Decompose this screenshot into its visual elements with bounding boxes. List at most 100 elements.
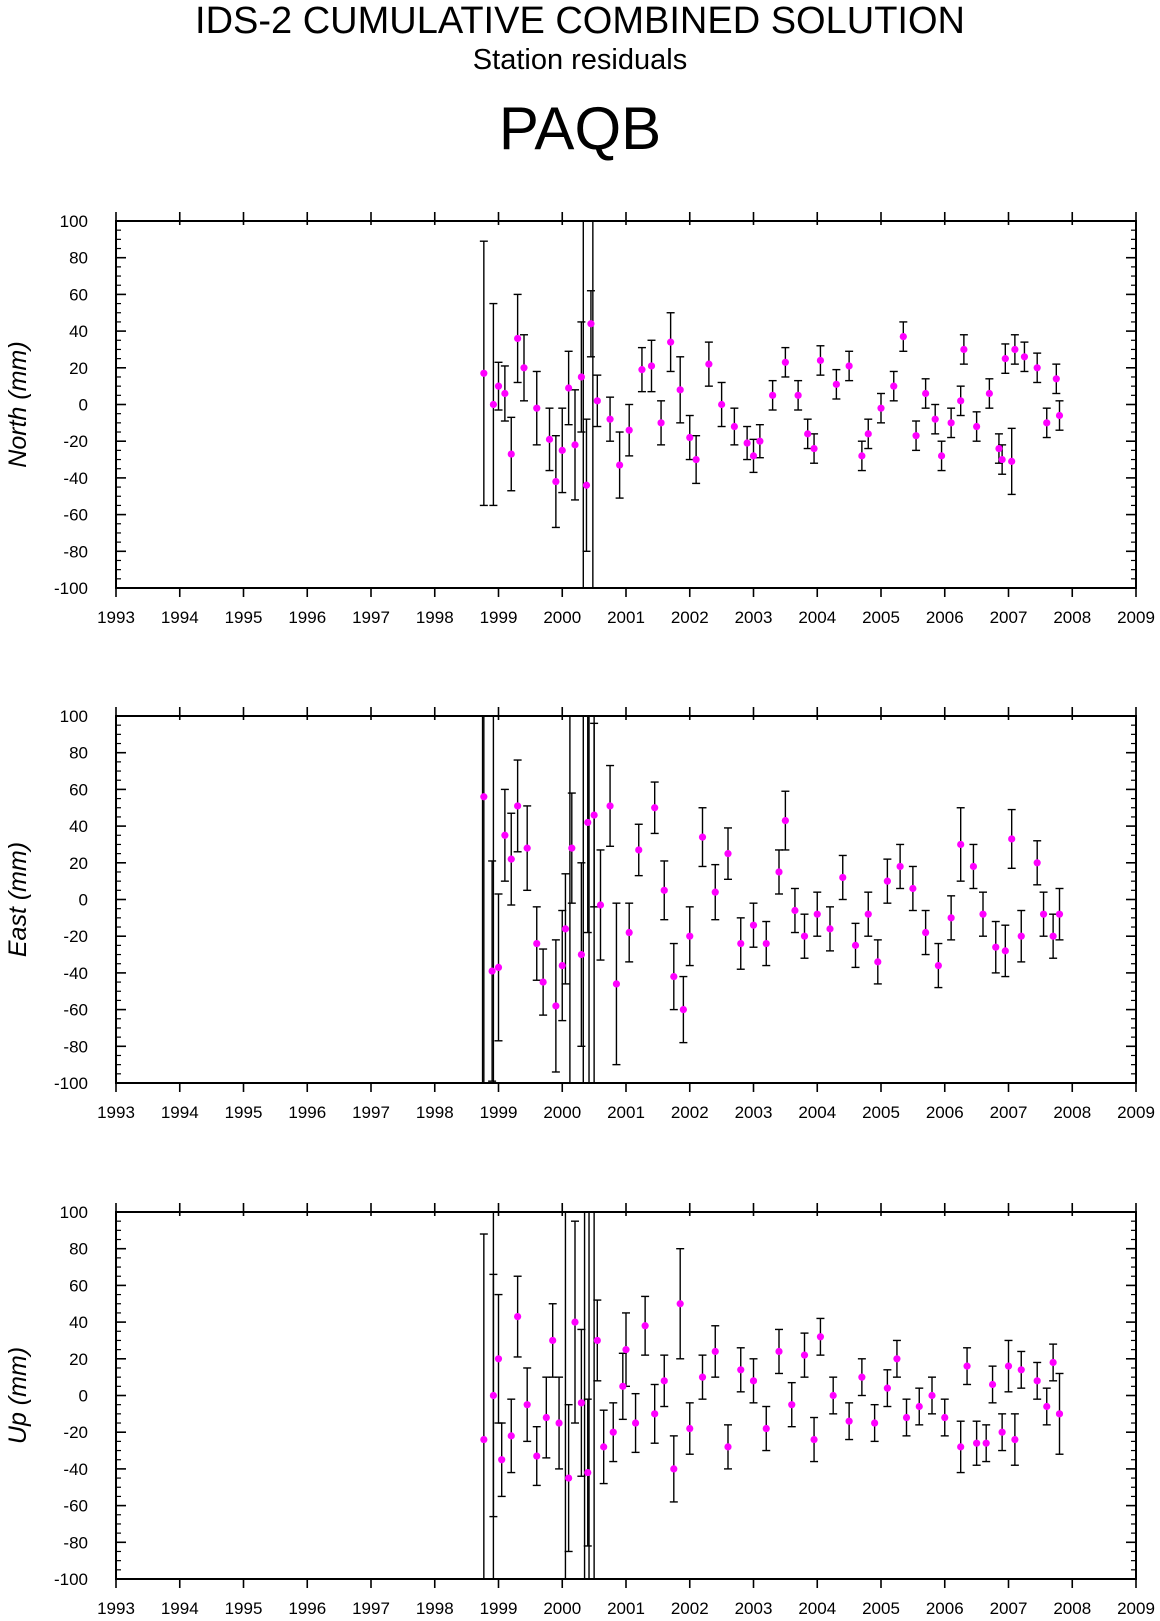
data-point <box>507 450 515 458</box>
data-point <box>922 389 930 398</box>
data-point <box>584 818 592 827</box>
data-point <box>600 1443 608 1451</box>
data-point <box>775 1347 783 1356</box>
y-tick-label: -100 <box>54 579 88 598</box>
data-point <box>488 967 496 975</box>
data-point <box>858 452 866 460</box>
data-point <box>839 873 847 882</box>
data-point <box>826 925 834 933</box>
data-point <box>606 415 614 423</box>
x-tick-label: 1998 <box>416 1103 454 1122</box>
data-point <box>762 939 770 948</box>
data-point <box>941 1413 949 1422</box>
data-point <box>1052 375 1060 383</box>
x-tick-label: 1996 <box>288 608 326 627</box>
x-tick-label: 1993 <box>97 608 135 627</box>
data-point <box>995 444 1003 453</box>
data-point <box>622 1346 630 1354</box>
data-point <box>494 382 503 390</box>
y-tick-label: -20 <box>63 927 88 946</box>
data-point <box>947 914 955 922</box>
data-point <box>874 958 882 966</box>
y-axis-label: Up (mm) <box>4 1347 32 1444</box>
data-point <box>577 373 585 381</box>
plot-panel-2: 100 80 60 40 20 0 -20 -40 -60 -80 -100 1993 1994 1995… <box>4 707 1155 1122</box>
data-point <box>1004 1362 1013 1370</box>
data-point <box>899 333 907 341</box>
x-tick-label: 2002 <box>671 1103 709 1122</box>
y-tick-label: 0 <box>79 396 88 415</box>
data-point <box>657 419 665 427</box>
data-point <box>542 1413 550 1422</box>
x-tick-label: 2007 <box>990 1599 1028 1618</box>
y-tick-label: -60 <box>63 1001 88 1020</box>
data-point <box>858 1373 866 1381</box>
x-tick-label: 2004 <box>798 1103 836 1122</box>
x-tick-label: 1999 <box>480 608 518 627</box>
data-point <box>845 1417 853 1425</box>
data-point <box>647 362 656 370</box>
data-point <box>489 1391 497 1400</box>
data-point <box>686 433 694 442</box>
data-point <box>577 1399 585 1407</box>
data-point <box>845 362 853 370</box>
plot-frame <box>115 220 1137 589</box>
data-point <box>651 1410 659 1418</box>
data-point <box>561 925 570 933</box>
y-tick-label: 60 <box>69 780 88 799</box>
data-point <box>973 1439 981 1447</box>
data-point <box>928 1391 936 1400</box>
data-point <box>973 422 981 431</box>
data-point <box>922 928 930 937</box>
data-point <box>957 1443 965 1451</box>
data-point <box>947 419 955 427</box>
x-tick-label: 2002 <box>671 608 709 627</box>
data-point <box>514 802 522 810</box>
x-tick-label: 2006 <box>926 1103 964 1122</box>
data-point <box>676 1300 684 1308</box>
data-point <box>1055 1410 1064 1418</box>
data-point <box>593 1336 601 1345</box>
x-tick-label: 1999 <box>480 1599 518 1618</box>
data-point <box>829 1391 837 1400</box>
data-point <box>1043 419 1051 427</box>
data-point <box>1055 411 1064 420</box>
data-point <box>514 1312 522 1321</box>
data-point <box>552 1002 560 1010</box>
data-point <box>596 901 605 909</box>
data-point <box>1033 1377 1041 1385</box>
data-point <box>969 862 978 871</box>
data-point <box>686 932 694 940</box>
x-tick-label: 1997 <box>352 608 390 627</box>
data-point <box>934 961 942 970</box>
y-tick-label: -100 <box>54 1074 88 1093</box>
data-point <box>1008 835 1016 843</box>
y-tick-label: -60 <box>63 506 88 525</box>
data-point <box>813 910 821 918</box>
x-tick-label: 2000 <box>543 1103 581 1122</box>
data-point <box>749 1377 758 1385</box>
data-point <box>698 833 707 841</box>
data-point <box>667 338 675 346</box>
data-point <box>638 366 646 374</box>
data-point <box>1020 353 1029 361</box>
data-point <box>520 364 528 372</box>
data-point <box>533 939 541 948</box>
y-axis-label: East (mm) <box>4 842 32 957</box>
x-tick-label: 2000 <box>543 608 581 627</box>
data-point <box>625 928 633 937</box>
x-tick-label: 2001 <box>607 1103 645 1122</box>
y-tick-label: -20 <box>63 1423 88 1442</box>
y-tick-label: 0 <box>79 891 88 910</box>
data-point <box>915 1402 923 1411</box>
data-point <box>1043 1402 1051 1411</box>
x-tick-label: 2008 <box>1053 1103 1091 1122</box>
data-point <box>635 846 643 854</box>
data-point <box>1001 947 1009 955</box>
data-point <box>832 380 840 388</box>
data-point <box>1049 1358 1057 1367</box>
data-point <box>609 1428 617 1436</box>
data-point <box>985 389 993 398</box>
data-point <box>616 461 624 469</box>
data-point <box>931 415 939 423</box>
